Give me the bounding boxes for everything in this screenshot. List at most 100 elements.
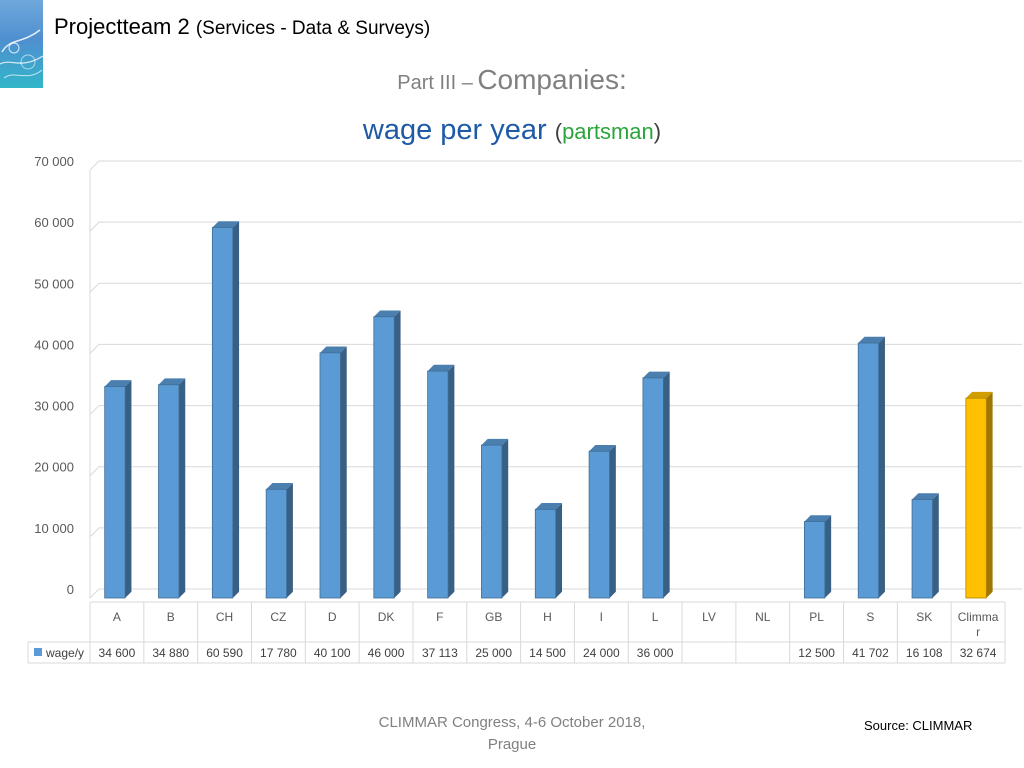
bar-side — [609, 444, 616, 598]
data-value-label: 37 113 — [422, 646, 458, 660]
logo — [0, 0, 43, 88]
category-label: CZ — [270, 610, 286, 624]
category-label: GB — [485, 610, 502, 624]
y-tick-label: 0 — [67, 582, 74, 597]
category-label: CH — [216, 610, 233, 624]
bar-pl — [803, 521, 826, 599]
bar-climmar — [965, 397, 987, 599]
category-label: r — [976, 625, 980, 639]
bar-side — [232, 221, 240, 599]
y-tick-label: 70 000 — [34, 154, 74, 169]
gridline — [89, 343, 1022, 354]
data-value-label: 34 600 — [99, 646, 136, 660]
bar-top — [427, 364, 455, 372]
category-label: Climma — [958, 610, 999, 624]
y-tick-label: 60 000 — [34, 215, 74, 230]
chart-title-main: wage per year — [362, 114, 547, 146]
bar-l — [642, 377, 664, 599]
chart-title-close-paren: ) — [653, 119, 662, 144]
category-label: H — [543, 610, 552, 624]
bar-side — [286, 482, 293, 598]
bar-f — [427, 370, 449, 599]
legend-label: wage/y — [45, 646, 84, 660]
data-value-label: 41 702 — [852, 646, 889, 660]
gridline — [89, 405, 1022, 415]
data-value-label: 34 880 — [152, 646, 189, 660]
bar-side — [824, 515, 832, 598]
category-label: DK — [378, 610, 395, 624]
y-tick-label: 30 000 — [34, 399, 74, 414]
bar-h — [534, 508, 557, 599]
category-label: B — [167, 610, 175, 624]
bar-side — [125, 380, 132, 598]
y-tick-label: 20 000 — [34, 460, 74, 475]
category-label: A — [113, 610, 121, 624]
chart-title: wage per year (partsman) — [0, 114, 1024, 147]
bar-d — [319, 352, 341, 599]
bar-a — [104, 386, 126, 599]
y-tick-label: 40 000 — [34, 337, 74, 352]
data-value-label: 12 500 — [798, 646, 835, 660]
bar-sk — [911, 499, 933, 599]
bar-side — [986, 391, 993, 598]
bar-side — [501, 438, 509, 598]
source-note: Source: CLIMMAR — [864, 718, 973, 733]
bar-top — [158, 378, 186, 385]
gridline — [89, 160, 1022, 171]
bar-top — [589, 444, 616, 452]
footer-line-1: CLIMMAR Congress, 4-6 October 2018, — [378, 714, 646, 731]
bar-top — [481, 438, 509, 446]
bar-top — [266, 482, 293, 490]
category-label: L — [652, 610, 659, 624]
category-label: S — [866, 610, 874, 624]
category-label: NL — [755, 610, 771, 624]
bar-gb — [481, 444, 503, 599]
bar-side — [932, 493, 939, 598]
data-value-label: 16 108 — [906, 646, 943, 660]
gridline — [89, 221, 1022, 232]
gridline — [89, 282, 1022, 293]
section-heading: Part III – Companies: — [0, 64, 1024, 96]
gridline — [89, 527, 1022, 538]
chart-title-sub: partsman — [562, 119, 654, 144]
bar-top — [212, 221, 240, 228]
bar-side — [448, 364, 455, 598]
bar-dk — [373, 316, 395, 599]
data-value-label: 60 590 — [206, 646, 243, 660]
bar-top — [535, 503, 563, 510]
bar-side — [394, 310, 401, 598]
data-value-label: 40 100 — [314, 646, 351, 660]
page-title-main: Projectteam 2 — [54, 14, 190, 39]
data-value-label: 25 000 — [475, 646, 512, 660]
chart-title-open-paren: ( — [554, 119, 563, 144]
bar-side — [340, 346, 347, 598]
footer-line-2: Prague — [487, 736, 537, 753]
bar-side — [555, 503, 563, 598]
gridline — [89, 588, 1022, 599]
data-value-label: 14 500 — [529, 646, 566, 660]
bar-side — [663, 371, 670, 598]
category-label: I — [600, 610, 603, 624]
data-value-label: 17 780 — [260, 646, 297, 660]
data-value-label: 46 000 — [368, 646, 405, 660]
category-label: SK — [916, 610, 932, 624]
section-prefix: Part III – — [397, 72, 473, 94]
bar-top — [319, 346, 347, 353]
legend-swatch — [34, 648, 42, 656]
gridline — [89, 466, 1022, 477]
bar-top — [804, 515, 832, 522]
bar-i — [588, 450, 610, 599]
bar-top — [104, 380, 132, 387]
y-tick-label: 10 000 — [34, 521, 74, 536]
bar-top — [912, 493, 939, 500]
bar-top — [858, 336, 885, 344]
bar-top — [373, 310, 401, 317]
y-tick-label: 50 000 — [34, 276, 74, 291]
bar-s — [857, 342, 880, 599]
logo-graphic — [0, 0, 43, 88]
footer: CLIMMAR Congress, 4-6 October 2018, Prag… — [362, 712, 662, 756]
bar-side — [178, 378, 186, 598]
page-title-subtitle: (Services - Data & Surveys) — [195, 18, 431, 39]
data-value-label: 32 674 — [960, 646, 997, 660]
